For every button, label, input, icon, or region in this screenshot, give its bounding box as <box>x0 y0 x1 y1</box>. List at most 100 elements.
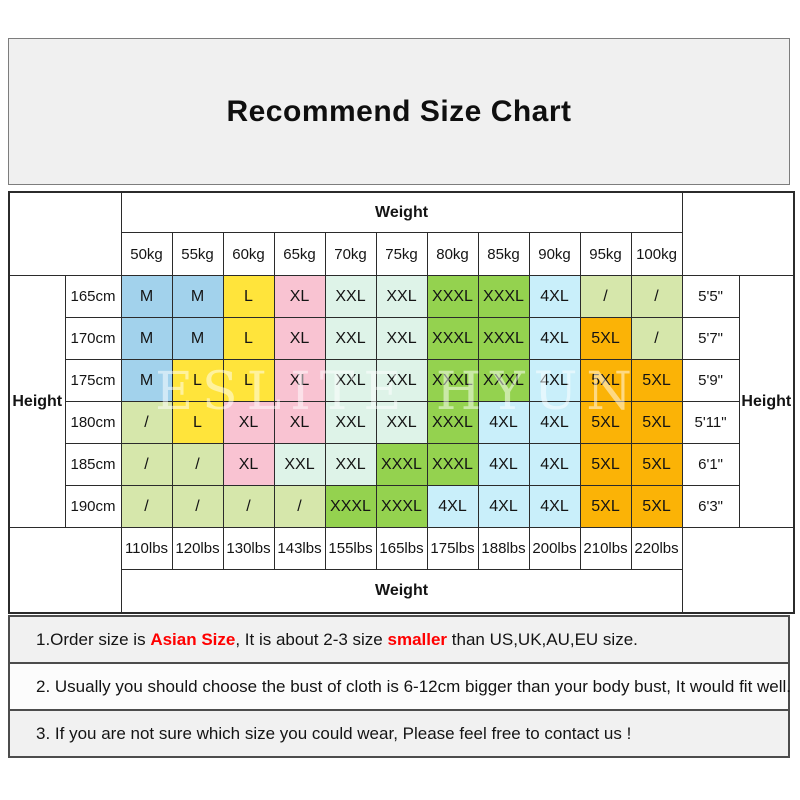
weight-lbs-header: 110lbs <box>120 527 173 570</box>
size-cell: XXXL <box>477 275 530 318</box>
height-ft-label: 6'3" <box>681 485 740 528</box>
size-cell: XXXL <box>324 485 377 528</box>
height-cm-label: 190cm <box>64 485 122 528</box>
weight-lbs-header: 175lbs <box>426 527 479 570</box>
height-ft-label: 5'5" <box>681 275 740 318</box>
size-table: Weight 50kg 55kg 60kg 65kg 70kg 75kg 80kg 85kg 90… <box>8 191 796 614</box>
size-cell: 5XL <box>579 485 632 528</box>
weight-kg-header: 90kg <box>528 232 581 276</box>
title-box: Recommend Size Chart <box>8 38 790 185</box>
weight-lbs-header: 130lbs <box>222 527 275 570</box>
size-cell: 5XL <box>630 359 683 402</box>
size-cell: L <box>222 317 275 360</box>
height-cm-label: 175cm <box>64 359 122 402</box>
size-cell: 4XL <box>528 317 581 360</box>
height-label-left: Height <box>8 275 66 528</box>
size-cell: / <box>171 443 224 486</box>
size-cell: 4XL <box>528 443 581 486</box>
size-cell: XL <box>273 317 326 360</box>
weight-lbs-header: 143lbs <box>273 527 326 570</box>
height-cm-label: 170cm <box>64 317 122 360</box>
note-text: , It is about 2-3 size <box>235 629 388 649</box>
weight-kg-header: 70kg <box>324 232 377 276</box>
size-cell: 4XL <box>528 359 581 402</box>
size-cell: XXXL <box>477 317 530 360</box>
weight-lbs-header: 155lbs <box>324 527 377 570</box>
size-cell: / <box>630 317 683 360</box>
note-text: 3. If you are not sure which size you co… <box>36 723 632 743</box>
corner-cell <box>8 527 122 614</box>
size-cell: M <box>171 317 224 360</box>
size-cell: XXXL <box>426 401 479 444</box>
height-cm-label: 185cm <box>64 443 122 486</box>
size-cell: L <box>171 401 224 444</box>
size-cell: L <box>222 359 275 402</box>
size-cell: / <box>120 485 173 528</box>
size-cell: XXL <box>375 401 428 444</box>
weight-header-bottom: Weight <box>120 569 683 614</box>
weight-lbs-header: 188lbs <box>477 527 530 570</box>
size-cell: XXL <box>324 443 377 486</box>
size-cell: M <box>120 359 173 402</box>
size-cell: 4XL <box>528 275 581 318</box>
size-cell: M <box>120 275 173 318</box>
note-text: 1.Order size is <box>36 629 151 649</box>
size-cell: 4XL <box>477 401 530 444</box>
weight-lbs-header: 200lbs <box>528 527 581 570</box>
size-cell: / <box>222 485 275 528</box>
weight-kg-header: 80kg <box>426 232 479 276</box>
notes-panel: 1.Order size is Asian Size, It is about … <box>8 615 792 758</box>
size-cell: L <box>171 359 224 402</box>
note-text: 2. Usually you should choose the bust of… <box>36 676 792 696</box>
corner-cell <box>681 527 795 614</box>
size-cell: XL <box>222 401 275 444</box>
note-row: 3. If you are not sure which size you co… <box>10 711 788 756</box>
size-cell: / <box>171 485 224 528</box>
note-highlight: Asian Size <box>150 629 236 649</box>
size-cell: XL <box>273 359 326 402</box>
size-cell: XXXL <box>426 275 479 318</box>
weight-kg-header: 55kg <box>171 232 224 276</box>
size-cell: XXL <box>375 359 428 402</box>
size-cell: 5XL <box>630 443 683 486</box>
size-cell: XXL <box>375 317 428 360</box>
size-table-body: Weight 50kg 55kg 60kg 65kg 70kg 75kg 80kg 85kg 90… <box>8 191 795 614</box>
size-cell: XXXL <box>375 485 428 528</box>
weight-kg-header: 65kg <box>273 232 326 276</box>
size-cell: XL <box>273 401 326 444</box>
size-cell: XXL <box>375 275 428 318</box>
height-ft-label: 6'1" <box>681 443 740 486</box>
size-cell: 5XL <box>630 485 683 528</box>
size-cell: 5XL <box>579 317 632 360</box>
size-cell: / <box>120 443 173 486</box>
size-cell: 5XL <box>630 401 683 444</box>
weight-lbs-header: 165lbs <box>375 527 428 570</box>
size-cell: XXL <box>324 401 377 444</box>
size-cell: XXXL <box>477 359 530 402</box>
weight-lbs-header: 220lbs <box>630 527 683 570</box>
size-cell: / <box>579 275 632 318</box>
size-cell: XXXL <box>426 359 479 402</box>
size-cell: 5XL <box>579 443 632 486</box>
size-cell: XXL <box>324 317 377 360</box>
weight-kg-header: 60kg <box>222 232 275 276</box>
size-cell: 5XL <box>579 401 632 444</box>
size-cell: 4XL <box>477 485 530 528</box>
size-cell: M <box>171 275 224 318</box>
size-cell: 4XL <box>477 443 530 486</box>
height-ft-label: 5'11" <box>681 401 740 444</box>
size-cell: L <box>222 275 275 318</box>
height-ft-label: 5'9" <box>681 359 740 402</box>
weight-lbs-header: 120lbs <box>171 527 224 570</box>
note-row: 1.Order size is Asian Size, It is about … <box>10 617 788 664</box>
note-highlight: smaller <box>387 629 448 649</box>
weight-kg-header: 85kg <box>477 232 530 276</box>
size-cell: 4XL <box>426 485 479 528</box>
size-cell: XL <box>222 443 275 486</box>
height-label-right: Height <box>738 275 795 528</box>
size-cell: 4XL <box>528 401 581 444</box>
weight-header-top: Weight <box>120 191 683 233</box>
height-cm-label: 180cm <box>64 401 122 444</box>
weight-kg-header: 95kg <box>579 232 632 276</box>
